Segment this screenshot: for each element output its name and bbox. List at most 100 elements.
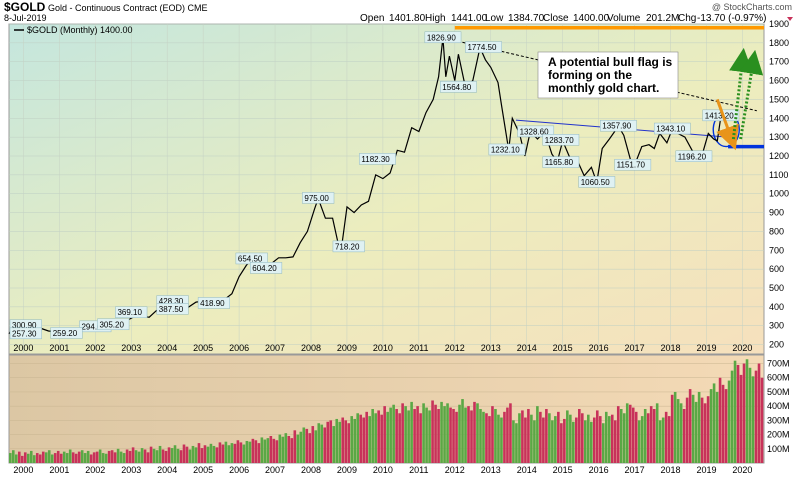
volume-bar — [640, 416, 644, 463]
volume-x-tick-label: 2013 — [481, 465, 501, 475]
volume-bar — [661, 417, 665, 463]
volume-bar — [44, 452, 48, 463]
volume-bar — [137, 451, 141, 463]
price-label-box — [542, 156, 580, 168]
volume-bar — [332, 426, 336, 463]
price-label-box — [9, 327, 42, 340]
volume-bar — [191, 445, 195, 463]
volume-bar — [152, 448, 156, 463]
volume-x-tick-label: 2005 — [193, 465, 213, 475]
annotation-line-1: A potential bull flag is — [548, 55, 673, 69]
volume-bar — [353, 418, 357, 463]
price-tick-label: 900 — [769, 208, 784, 218]
volume-bar — [128, 450, 132, 463]
volume-bar — [545, 409, 548, 463]
volume-bar — [326, 421, 330, 463]
volume-bar — [365, 411, 368, 463]
volume-bar — [700, 397, 704, 463]
price-label: 718.20 — [335, 242, 360, 251]
volume-bar — [20, 455, 24, 463]
price-tick-label: 600 — [769, 264, 784, 274]
volume-x-tick-label: 2014 — [517, 465, 537, 475]
x-tick-label: 2018 — [661, 343, 681, 353]
volume-bar — [122, 453, 126, 463]
x-tick-label: 2009 — [337, 343, 357, 353]
price-tick-label: 1900 — [769, 19, 789, 29]
volume-bar — [604, 411, 608, 463]
volume-bar — [68, 449, 72, 463]
volume-bar — [721, 384, 725, 463]
price-label: 418.90 — [200, 299, 225, 308]
price-label: 1182.30 — [361, 155, 390, 164]
volume-bar — [293, 430, 297, 463]
volume-bar — [9, 453, 12, 463]
volume-bar — [389, 407, 392, 463]
volume-x-tick-label: 2017 — [625, 465, 645, 475]
volume-bar — [515, 423, 518, 463]
volume-tick-label: 700M — [767, 359, 790, 369]
volume-bar — [368, 416, 371, 463]
volume-bars — [9, 359, 764, 463]
volume-bar — [392, 404, 395, 463]
annotation-background — [537, 51, 679, 99]
volume-bar — [212, 445, 216, 463]
volume-tick-label: 300M — [767, 415, 790, 425]
volume-bar — [32, 455, 36, 463]
volume-bar — [149, 446, 153, 463]
volume-bar — [655, 403, 659, 463]
x-tick-label: 2012 — [445, 343, 465, 353]
price-label-box — [440, 81, 477, 93]
volume-bar — [401, 403, 404, 463]
x-tick-label: 2015 — [553, 343, 573, 353]
volume-bar — [730, 370, 734, 463]
volume-bar — [497, 414, 500, 463]
volume-bar — [745, 359, 749, 463]
price-tick-label: 1800 — [769, 38, 789, 48]
annotation-box: A potential bull flag is forming on the … — [537, 51, 679, 99]
volume-bar — [290, 438, 294, 463]
volume-bar — [131, 447, 135, 463]
volume-x-tick-label: 2011 — [409, 465, 428, 475]
volume-bar — [71, 452, 75, 463]
volume-bar — [739, 374, 743, 463]
volume-bar — [299, 431, 303, 463]
volume-bar — [455, 411, 458, 463]
volume-bar — [335, 418, 339, 463]
volume-bar — [643, 409, 647, 463]
volume-x-tick-label: 2009 — [337, 465, 357, 475]
volume-bar — [398, 413, 401, 463]
volume-bar — [224, 441, 228, 463]
volume-bar — [269, 436, 273, 463]
annotation-line-3: monthly gold chart. — [548, 81, 659, 95]
price-label: 1343.10 — [656, 125, 685, 134]
volume-bar — [251, 438, 255, 463]
volume-bar — [542, 417, 545, 463]
volume-bar — [742, 363, 746, 463]
volume-bar — [218, 442, 222, 463]
volume-bar — [197, 443, 201, 463]
price-axis: 200 300 400 500 600 700 800 900 1000 1100 1200 1300… — [769, 19, 789, 350]
volume-bar — [200, 448, 204, 463]
volume-bar — [242, 444, 246, 463]
price-label: 305.20 — [99, 320, 124, 329]
volume-bar — [173, 445, 177, 463]
volume-bar — [733, 360, 737, 463]
price-label-box — [156, 303, 189, 315]
volume-bar — [125, 449, 129, 463]
low-value: 1384.70 — [508, 13, 545, 24]
volume-bar — [113, 452, 117, 463]
volume-bar — [607, 416, 611, 463]
volume-bar — [592, 417, 596, 463]
volume-bar — [413, 409, 416, 463]
volume-bar — [56, 450, 60, 463]
volume-bar — [715, 391, 719, 463]
volume-bar — [80, 450, 84, 463]
volume-bar — [598, 416, 602, 463]
volume-bar — [266, 438, 270, 463]
x-tick-label: 2002 — [85, 343, 105, 353]
price-tick-label: 1700 — [769, 57, 789, 67]
volume-bar — [302, 427, 306, 463]
price-tick-label: 1400 — [769, 113, 789, 123]
price-label-box — [332, 240, 365, 253]
volume-bar — [527, 409, 530, 463]
